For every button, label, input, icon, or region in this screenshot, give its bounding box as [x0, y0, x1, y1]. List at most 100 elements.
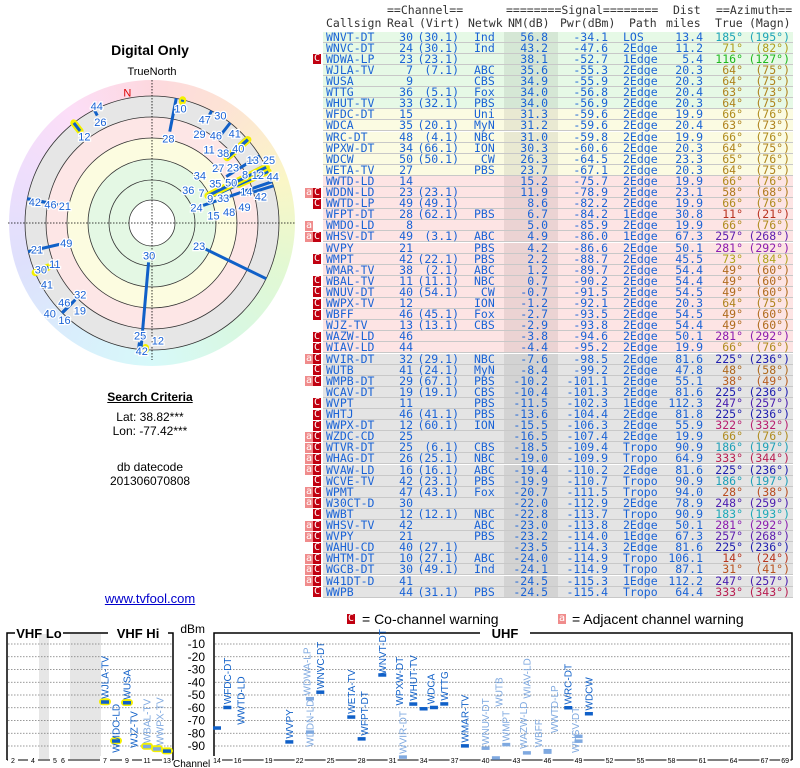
dbm-axis-label: dBm [180, 622, 205, 636]
callsign[interactable]: WVPY [326, 529, 354, 544]
callsign[interactable]: WDDN-LD [326, 185, 375, 199]
callsign[interactable]: WFPT-DT [326, 207, 375, 222]
callsign[interactable]: WWPX-TV [326, 296, 375, 310]
callsign[interactable]: W30CT-D [326, 495, 375, 510]
channel-tick: 67 [761, 758, 769, 765]
azimuth-true: 49° [722, 273, 743, 288]
table-row: WMPB-DT 29 (67.1) PBS -10.2 -101.1 2Edge 55.1 38… [323, 373, 793, 388]
distance: 19.9 [675, 340, 703, 355]
callsign[interactable]: WIAV-LD [326, 340, 375, 355]
callsign[interactable]: WMDO-LD [326, 218, 375, 233]
virtual-channel: (54.1) [417, 284, 459, 299]
callsign[interactable]: WCVE-TV [326, 473, 375, 488]
co-channel-warning-badge: C [313, 53, 321, 65]
power: -115.4 [566, 584, 608, 599]
callsign[interactable]: WHSV-TV [326, 518, 375, 532]
table-row: WDDN-LD 23 (23.1) 11.9 -78.9 2Edge 23.1 58° (68°… [323, 185, 793, 199]
callsign[interactable]: WTVR-DT [326, 440, 375, 455]
network: PBS [474, 162, 495, 177]
header-nm: NM(dB) [508, 16, 550, 30]
table-row: WGCB-DT 30 (49.1) Ind -24.1 -114.9 Tropo 87.1 31… [323, 562, 793, 577]
callsign[interactable]: WNVC-DT [326, 40, 375, 55]
callsign[interactable]: WCAV-DT [326, 384, 375, 399]
callsign[interactable]: WWTD-LD [326, 173, 375, 188]
callsign[interactable]: WAZW-LD [326, 329, 375, 344]
callsign[interactable]: WMPB-DT [326, 373, 375, 388]
network: ION [474, 418, 495, 433]
callsign[interactable]: WETA-TV [326, 162, 375, 177]
callsign[interactable]: WPXW-DT [326, 140, 375, 155]
callsign[interactable]: WBFF [326, 307, 354, 322]
nm-column-shade [504, 220, 558, 231]
station-power-mark [305, 730, 314, 734]
network: Fox [474, 85, 495, 100]
callsign[interactable]: WMAR-TV [326, 262, 375, 277]
azimuth-magnetic: (76°) [755, 429, 790, 444]
callsign[interactable]: WGCB-DT [326, 562, 375, 577]
callsign[interactable]: WRC-DT [326, 129, 368, 144]
path: 2Edge [623, 318, 658, 333]
path: 2Edge [623, 296, 658, 310]
callsign[interactable]: WDCW [326, 151, 354, 166]
callsign[interactable]: WVPY [326, 240, 354, 255]
path: 2Edge [623, 74, 658, 88]
callsign[interactable]: WNUV-DT [326, 284, 375, 299]
path: Tropo [623, 584, 658, 599]
power: -59.8 [573, 129, 608, 144]
callsign[interactable]: WMPT [326, 251, 354, 266]
virtual-channel: (20.1) [417, 118, 459, 133]
path: 2Edge [623, 162, 658, 177]
vhf-gap-band [39, 634, 49, 759]
nm-column-shade [504, 553, 558, 564]
callsign[interactable]: WUTB [326, 362, 354, 377]
callsign[interactable]: WNVT-DT [326, 29, 375, 44]
azimuth-magnetic: (76°) [755, 218, 790, 233]
callsign[interactable]: WWBT [326, 506, 354, 521]
callsign[interactable]: WHAG-DT [326, 451, 375, 466]
station-channel-label: 41 [41, 280, 53, 292]
header-true: True [715, 16, 743, 30]
network: CBS [474, 318, 495, 333]
callsign[interactable]: WDWA-LP [326, 51, 375, 66]
callsign[interactable]: WWTD-LP [326, 196, 375, 211]
callsign[interactable]: WVAW-LD [326, 462, 375, 477]
callsign[interactable]: WTTG [326, 85, 354, 100]
header-virt: (Virt) [419, 16, 461, 30]
callsign[interactable]: WAHU-CD [326, 540, 375, 555]
callsign[interactable]: WHTJ [326, 407, 354, 421]
callsign[interactable]: WWPB [326, 584, 354, 599]
tick-gap [356, 756, 367, 764]
real-channel: 44 [399, 584, 413, 599]
callsign[interactable]: WFDC-DT [326, 107, 375, 122]
callsign[interactable]: WVPT [326, 395, 354, 410]
path: Tropo [623, 484, 658, 499]
path: 2Edge [623, 262, 658, 277]
callsign[interactable]: WUSA [326, 74, 354, 88]
callsign[interactable]: WBAL-TV [326, 273, 375, 288]
callsign[interactable]: WHTM-DT [326, 551, 375, 566]
callsign[interactable]: WDCA [326, 118, 354, 133]
real-channel: 21 [399, 240, 413, 255]
real-channel: 25 [399, 429, 413, 444]
callsign[interactable]: WZDC-CD [326, 429, 375, 444]
adjacent-channel-warning-badge: a [305, 230, 313, 242]
callsign[interactable]: WVIR-DT [326, 351, 375, 366]
station-power-mark [574, 739, 583, 743]
callsign[interactable]: WHUT-TV [326, 96, 375, 111]
callsign[interactable]: WWPX-DT [326, 418, 375, 433]
table-row: WDCW 50 (50.1) CW 26.3 -64.5 2Edge 23.3 65° (76°… [323, 151, 793, 166]
tvfool-link[interactable]: www.tvfool.com [104, 591, 196, 606]
network: NBC [474, 451, 495, 466]
co-channel-legend-badge: C [347, 613, 355, 624]
azimuth-true: 64° [722, 162, 743, 177]
station-channel-label: 14 [240, 187, 252, 199]
noise-margin: -16.5 [513, 429, 548, 444]
distance: 30.8 [675, 207, 703, 222]
callsign[interactable]: WJZ-TV [326, 318, 368, 333]
network: CW [474, 284, 495, 299]
table-row: WTVR-DT 25 (6.1) CBS -18.5 -109.4 Tropo 90.9 186… [323, 440, 793, 455]
callsign[interactable]: WPMT [326, 484, 354, 499]
callsign[interactable]: WHSV-DT [326, 229, 375, 244]
callsign[interactable]: W41DT-D [326, 573, 375, 588]
callsign[interactable]: WJLA-TV [326, 62, 375, 77]
